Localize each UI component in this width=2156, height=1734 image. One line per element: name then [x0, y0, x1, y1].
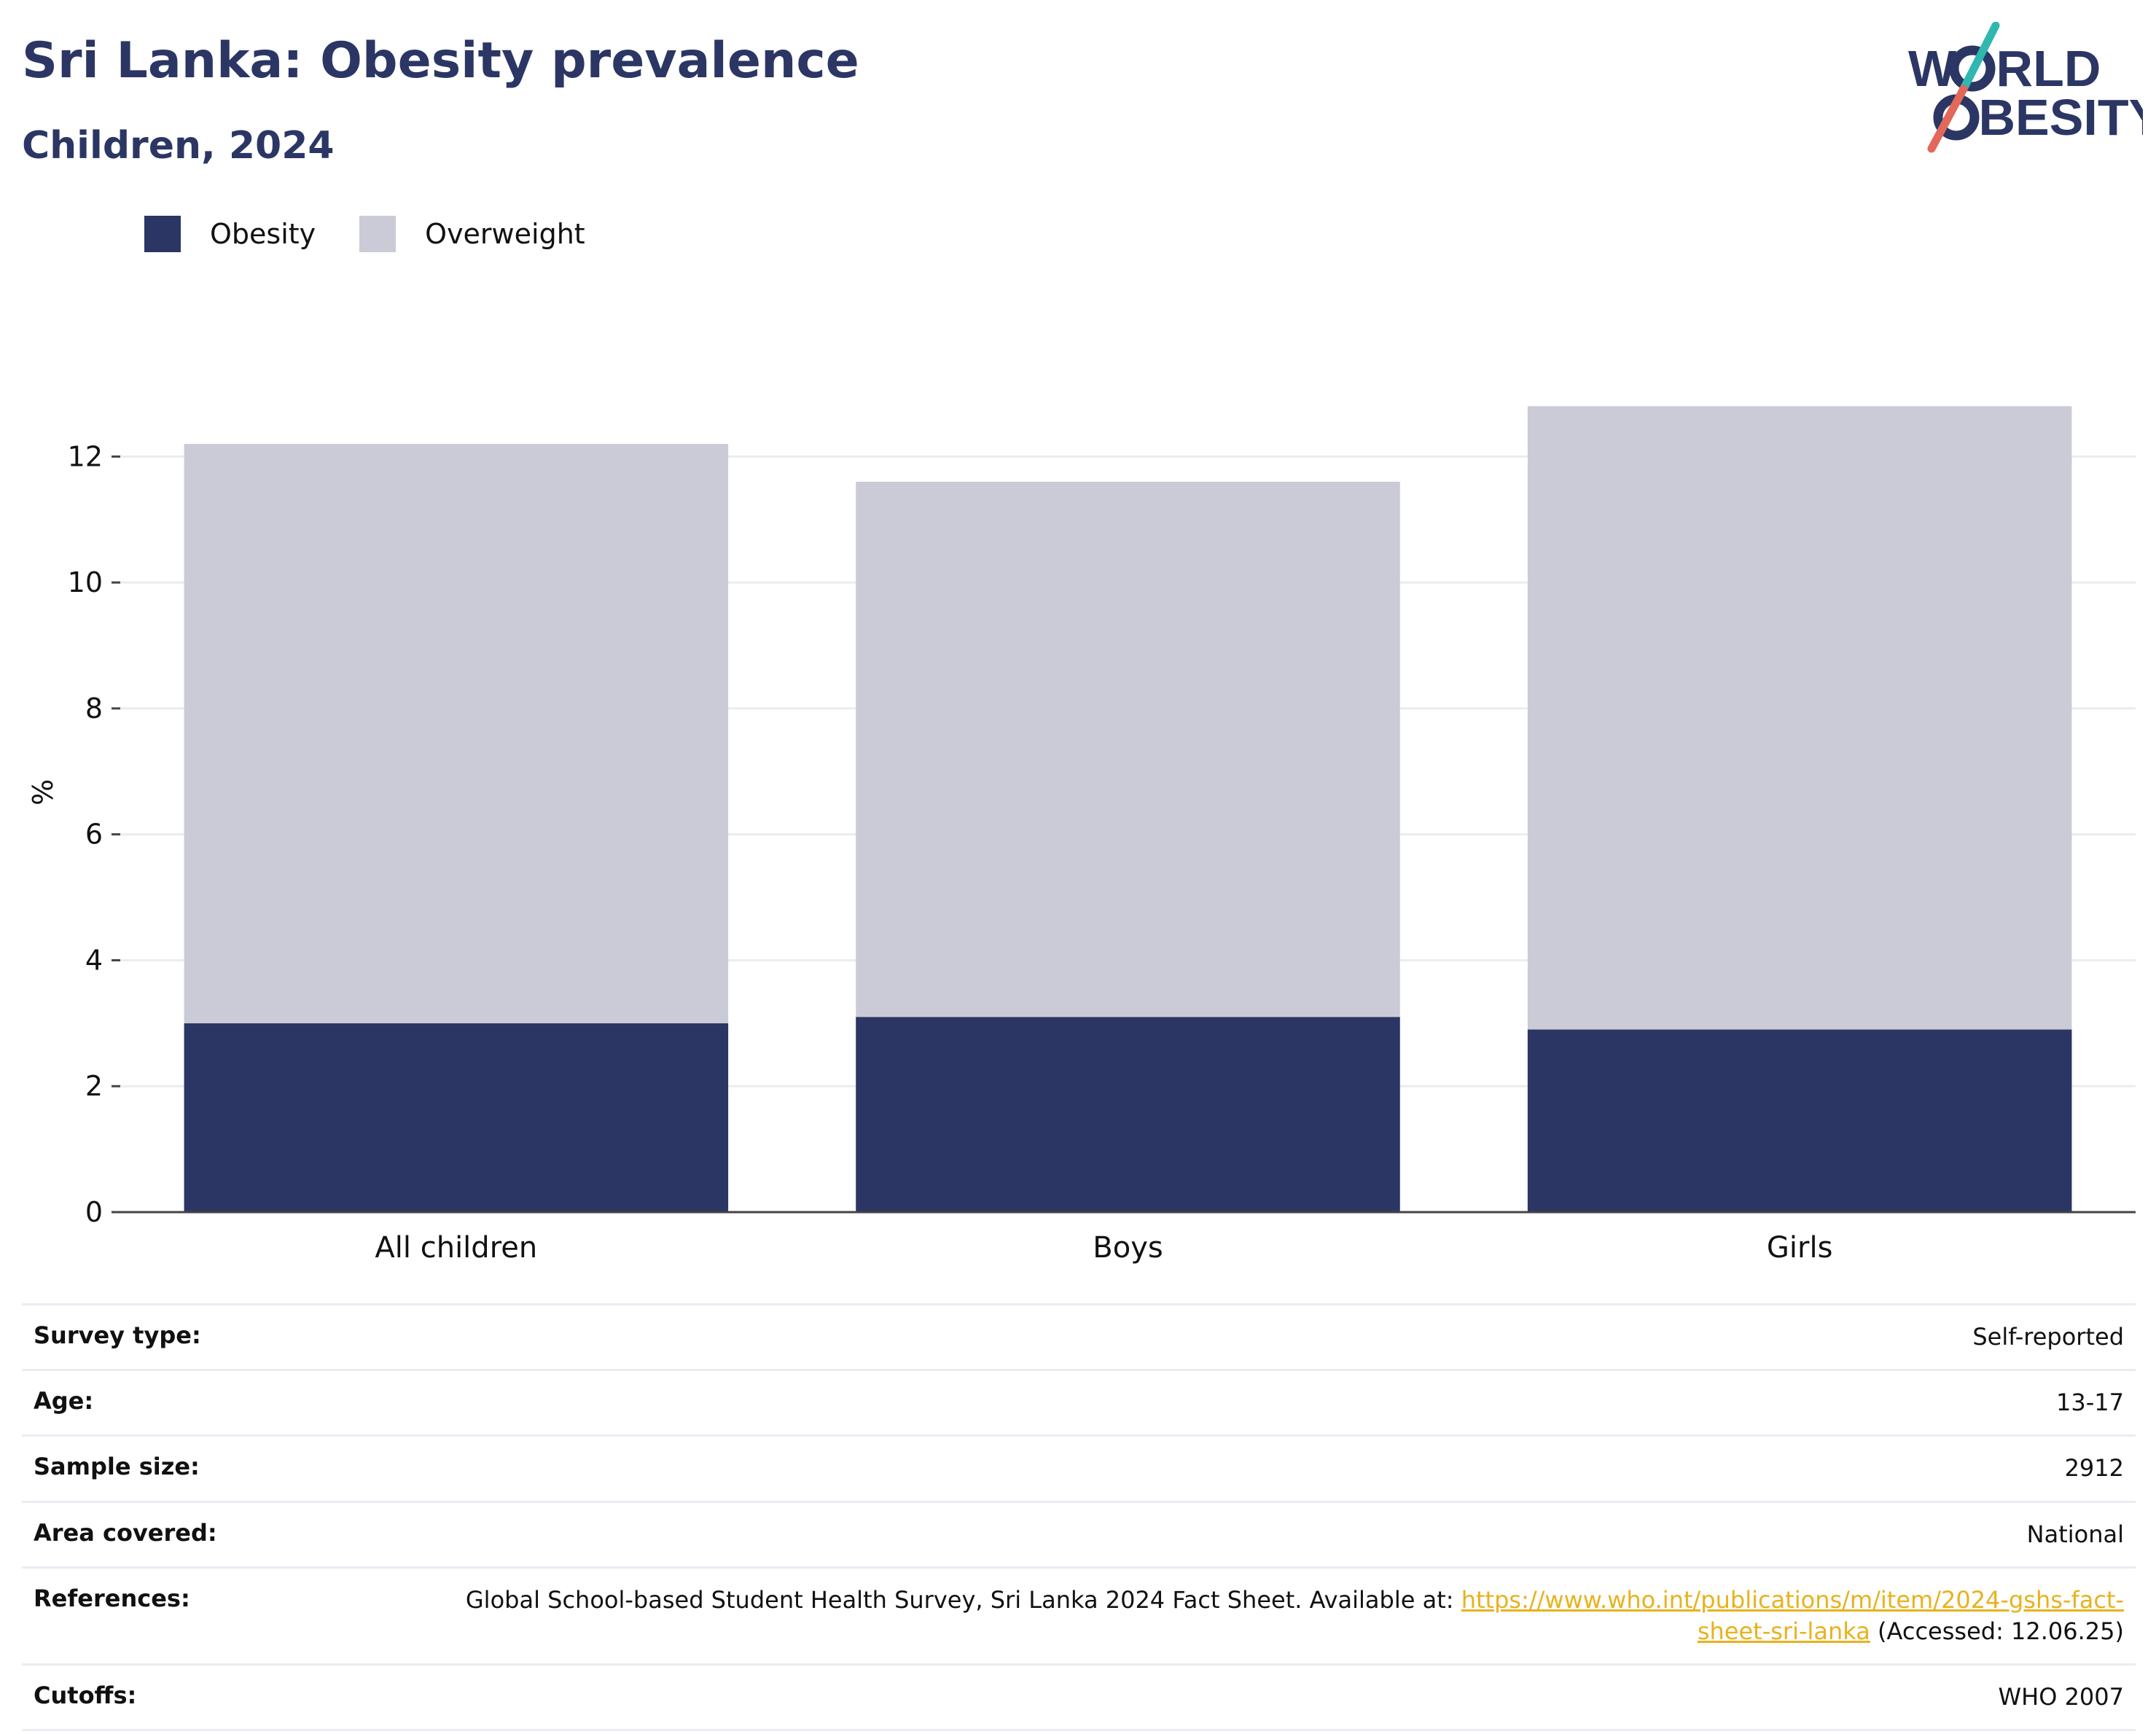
- y-tick-label: 6: [85, 819, 103, 851]
- chart-title: Sri Lanka: Obesity prevalence: [22, 32, 859, 90]
- svg-text:WORLD: WORLD: [1908, 40, 2101, 97]
- y-tick-label: 4: [85, 944, 103, 976]
- survey-info-table: Survey type: Self-reported Age: 13-17 Sa…: [22, 1303, 2136, 1732]
- table-row-sample-size: Sample size: 2912: [22, 1434, 2136, 1502]
- x-tick-label: Girls: [1767, 1231, 1833, 1265]
- chart-subtitle: Children, 2024: [22, 124, 335, 168]
- table-row-references: References: Global School-based Student …: [22, 1566, 2136, 1665]
- y-tick-label: 0: [85, 1196, 103, 1228]
- legend-label-obesity: Obesity: [210, 218, 316, 250]
- logo-slash-top: [1959, 22, 2000, 93]
- references-accessed: (Accessed: 12.06.25): [1870, 1617, 2124, 1645]
- logo-besity: BESITY: [1978, 89, 2143, 146]
- legend-swatch-obesity: [144, 216, 181, 252]
- bar-obesity-all-children[interactable]: [184, 1023, 729, 1212]
- logo-rld: RLD: [1996, 40, 2101, 97]
- table-row-area-covered: Area covered: National: [22, 1500, 2136, 1568]
- y-tick-label: 10: [68, 566, 103, 598]
- legend-item-obesity[interactable]: Obesity: [144, 216, 316, 252]
- cutoffs-value: WHO 2007: [424, 1663, 2136, 1732]
- bar-overweight-all-children[interactable]: [184, 444, 729, 1023]
- references-text: Global School-based Student Health Surve…: [465, 1585, 1461, 1614]
- y-tick-label: 2: [85, 1070, 103, 1102]
- survey-type-value: Self-reported: [424, 1303, 2136, 1370]
- world-obesity-logo: WORLD OBESITY: [1908, 22, 2143, 153]
- y-axis-label: %: [27, 779, 59, 805]
- age-value: 13-17: [424, 1369, 2136, 1436]
- table-row-cutoffs: Cutoffs: WHO 2007: [22, 1663, 2136, 1732]
- sample-size-key: Sample size:: [22, 1434, 424, 1502]
- references-link[interactable]: https://www.who.int/publications/m/item/…: [1461, 1585, 2124, 1645]
- bars: [184, 406, 2072, 1212]
- bar-chart: 0 2 4 6 8 10 12 All children Boys Girls %: [27, 406, 2136, 1265]
- legend-swatch-overweight: [359, 216, 397, 252]
- y-tick-label: 8: [85, 692, 103, 725]
- bar-obesity-girls[interactable]: [1527, 1029, 2072, 1212]
- age-key: Age:: [22, 1369, 424, 1436]
- chart-legend: Obesity Overweight: [144, 216, 629, 252]
- references-key: References:: [22, 1566, 424, 1665]
- x-tick-label: Boys: [1093, 1231, 1163, 1265]
- bar-obesity-boys[interactable]: [856, 1017, 1400, 1212]
- sample-size-value: 2912: [424, 1434, 2136, 1502]
- bar-overweight-girls[interactable]: [1527, 406, 2072, 1030]
- svg-text:OBESITY: OBESITY: [1939, 89, 2143, 146]
- area-covered-value: National: [424, 1500, 2136, 1568]
- area-covered-key: Area covered:: [22, 1500, 424, 1568]
- legend-label-overweight: Overweight: [425, 218, 585, 250]
- table-row-survey-type: Survey type: Self-reported: [22, 1303, 2136, 1370]
- survey-type-key: Survey type:: [22, 1303, 424, 1370]
- axes: 0 2 4 6 8 10 12 All children Boys Girls: [68, 440, 2136, 1265]
- logo-slash-bottom: [1927, 85, 1968, 153]
- y-tick-label: 12: [68, 440, 103, 472]
- cutoffs-key: Cutoffs:: [22, 1663, 424, 1732]
- logo-w: W: [1908, 40, 1956, 97]
- legend-item-overweight[interactable]: Overweight: [359, 216, 585, 252]
- x-tick-label: All children: [375, 1231, 537, 1265]
- references-value: Global School-based Student Health Surve…: [424, 1566, 2136, 1665]
- table-row-age: Age: 13-17: [22, 1369, 2136, 1436]
- bar-overweight-boys[interactable]: [856, 481, 1400, 1018]
- logo-o-top: [1949, 45, 1996, 92]
